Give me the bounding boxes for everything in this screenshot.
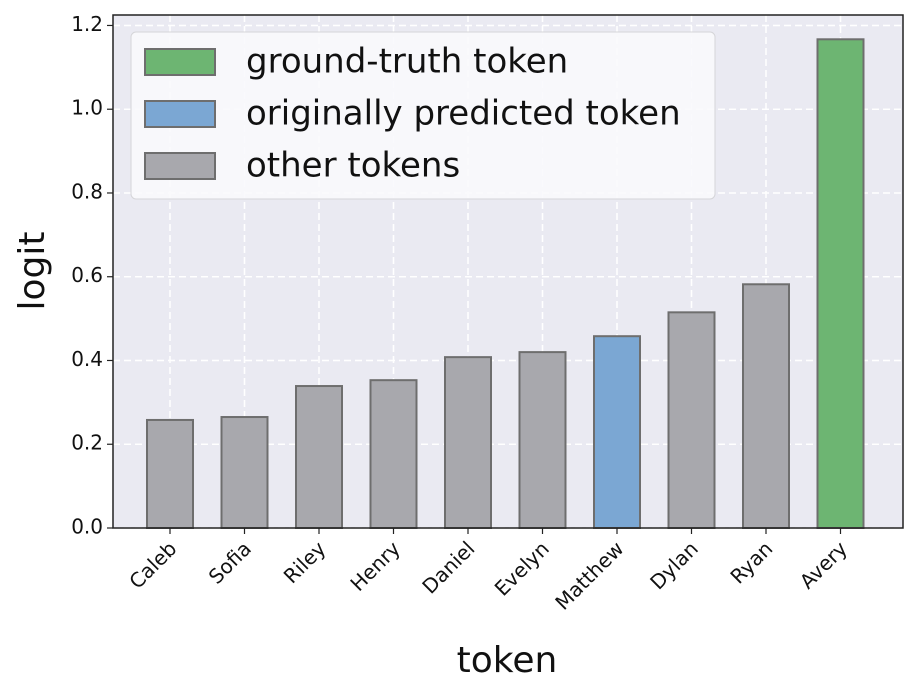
bar bbox=[667, 311, 716, 530]
y-tick-label: 1.2 bbox=[71, 12, 103, 36]
x-tick-label: Matthew bbox=[550, 536, 628, 614]
bar bbox=[593, 335, 641, 529]
x-tick-label: Sofia bbox=[204, 536, 256, 588]
bar bbox=[295, 385, 343, 529]
y-tick-label: 0.4 bbox=[71, 347, 103, 371]
legend-swatch bbox=[144, 48, 216, 76]
bar bbox=[146, 418, 194, 530]
bar bbox=[742, 283, 790, 529]
x-tick-label: Riley bbox=[279, 536, 331, 588]
x-tick-label: Dylan bbox=[645, 536, 703, 594]
legend-box bbox=[130, 31, 716, 200]
y-tick-label: 0.0 bbox=[71, 515, 103, 539]
x-axis-label: token bbox=[457, 640, 558, 681]
y-axis-label: logit bbox=[12, 232, 53, 311]
plot-frame bbox=[112, 14, 904, 529]
y-tick-label: 0.8 bbox=[71, 179, 103, 203]
y-tick-label: 1.0 bbox=[71, 96, 103, 120]
bar bbox=[369, 379, 418, 529]
x-tick-label: Caleb bbox=[124, 536, 181, 593]
bar bbox=[220, 416, 269, 529]
x-tick-label: Ryan bbox=[725, 536, 777, 588]
legend-swatch bbox=[144, 100, 216, 128]
y-tick-label: 0.6 bbox=[71, 263, 103, 287]
legend-label: originally predicted token bbox=[246, 94, 681, 134]
x-tick-label: Daniel bbox=[417, 536, 479, 598]
x-tick-label: Evelyn bbox=[490, 536, 554, 600]
bar bbox=[518, 351, 567, 529]
bar bbox=[444, 356, 492, 529]
legend-swatch bbox=[144, 152, 216, 180]
legend-label: ground-truth token bbox=[246, 42, 568, 82]
x-tick-label: Avery bbox=[795, 536, 852, 593]
legend-label: other tokens bbox=[246, 146, 460, 186]
y-tick-label: 0.2 bbox=[71, 431, 103, 455]
x-tick-label: Henry bbox=[345, 536, 405, 596]
bar bbox=[816, 38, 865, 530]
